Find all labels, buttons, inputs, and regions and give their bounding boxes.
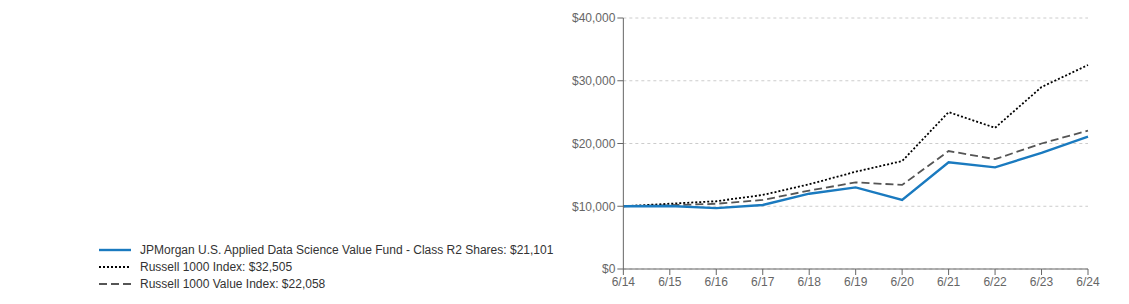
svg-text:$0: $0 xyxy=(602,262,616,276)
html-text:Russell 1000 Index: $32,505: Russell 1000 Index: $32,505 xyxy=(140,260,293,274)
svg-text:$30,000: $30,000 xyxy=(572,74,616,88)
svg-text:$20,000: $20,000 xyxy=(572,137,616,151)
svg-text:6/17: 6/17 xyxy=(751,275,775,289)
svg-text:6/18: 6/18 xyxy=(798,275,822,289)
svg-text:6/21: 6/21 xyxy=(937,275,961,289)
svg-text:$10,000: $10,000 xyxy=(572,200,616,214)
svg-text:6/22: 6/22 xyxy=(983,275,1007,289)
svg-text:6/16: 6/16 xyxy=(705,275,729,289)
html-text:Russell 1000 Value Index: $22,: Russell 1000 Value Index: $22,058 xyxy=(140,277,326,291)
svg-text:6/23: 6/23 xyxy=(1030,275,1054,289)
svg-text:6/24: 6/24 xyxy=(1076,275,1100,289)
svg-text:6/14: 6/14 xyxy=(612,275,636,289)
svg-text:6/19: 6/19 xyxy=(844,275,868,289)
svg-text:6/15: 6/15 xyxy=(658,275,682,289)
html-text:JPMorgan U.S. Applied Data Sci: JPMorgan U.S. Applied Data Science Value… xyxy=(140,243,554,257)
svg-text:$40,000: $40,000 xyxy=(572,11,616,25)
svg-text:6/20: 6/20 xyxy=(890,275,914,289)
